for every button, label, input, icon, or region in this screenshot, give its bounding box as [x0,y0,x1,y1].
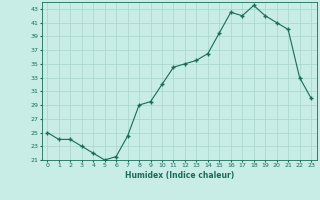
X-axis label: Humidex (Indice chaleur): Humidex (Indice chaleur) [124,171,234,180]
